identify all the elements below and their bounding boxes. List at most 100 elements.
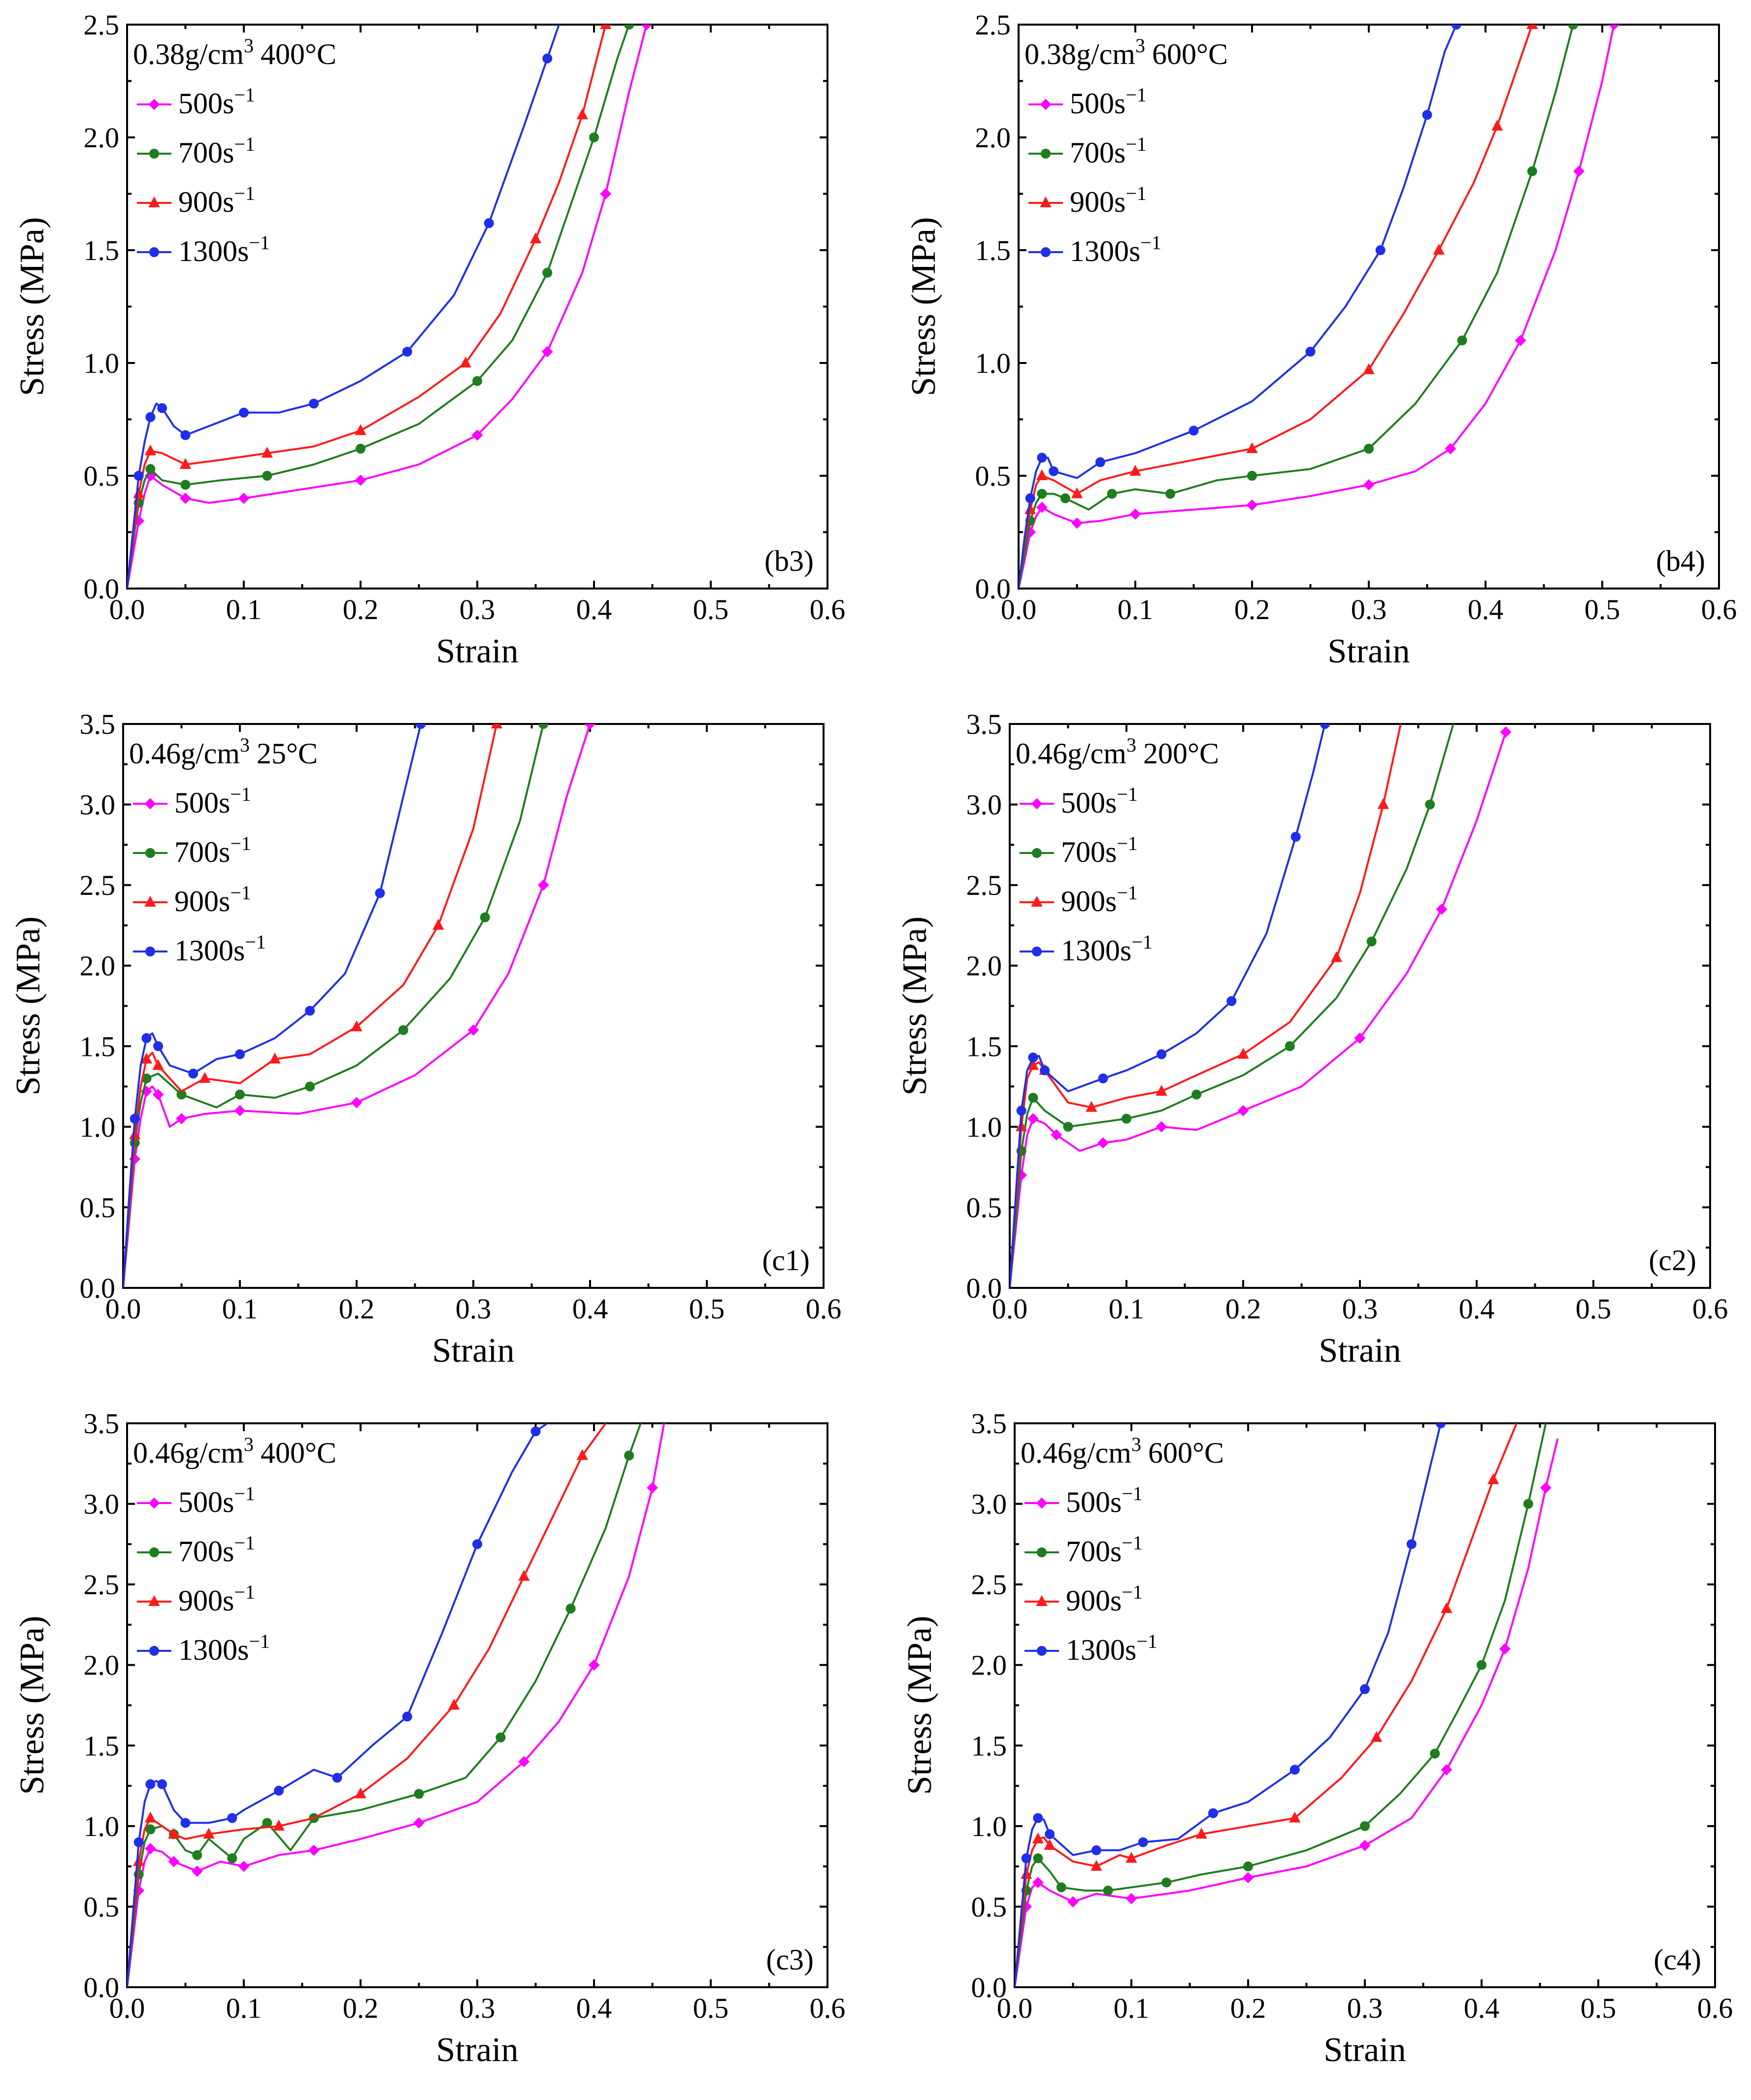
curves	[127, 1423, 665, 1987]
data-point	[269, 1052, 281, 1064]
data-point	[1433, 243, 1445, 255]
y-tick-label: 3.5	[966, 708, 1002, 740]
legend-label-1300: 1300s−1	[178, 1630, 270, 1666]
legend-label-700: 700s−1	[174, 832, 251, 868]
data-point	[157, 1779, 167, 1789]
data-point	[1354, 1032, 1366, 1044]
data-point	[472, 376, 482, 386]
data-point	[1499, 1643, 1511, 1655]
legend-marker-900	[148, 196, 160, 207]
y-tick-label: 1.5	[80, 1030, 116, 1062]
data-point	[168, 1856, 180, 1868]
condition-label: 0.46g/cm3 400°C	[133, 1433, 336, 1469]
y-tick-label: 2.5	[975, 9, 1011, 41]
x-axis-label: Strain	[1319, 1332, 1401, 1370]
data-point	[529, 232, 542, 244]
legend-marker-1300	[145, 947, 155, 956]
y-tick-label: 1.0	[971, 1810, 1007, 1842]
series-line-500	[1015, 1438, 1559, 1987]
condition-label: 0.46g/cm3 25°C	[129, 734, 318, 770]
data-point	[600, 25, 612, 29]
data-point	[273, 1819, 285, 1831]
data-point	[1036, 469, 1048, 480]
series-line-900	[127, 1423, 607, 1987]
legend-marker-700	[149, 1547, 159, 1557]
x-tick-label: 0.1	[226, 593, 262, 625]
y-tick-label: 1.0	[80, 1111, 116, 1143]
data-point	[1044, 1838, 1056, 1850]
data-point	[416, 724, 426, 729]
data-point	[180, 430, 191, 440]
y-tick-label: 0.0	[971, 1971, 1007, 2003]
data-point	[1025, 493, 1035, 503]
legend-label-700: 700s−1	[1066, 1532, 1143, 1568]
y-tick-label: 0.5	[84, 1891, 120, 1923]
data-point	[129, 1128, 141, 1140]
y-tick-label: 1.5	[975, 234, 1011, 266]
data-point	[238, 1861, 250, 1872]
data-point	[356, 444, 365, 454]
x-tick-label: 0.4	[572, 1293, 608, 1325]
data-point	[1285, 1041, 1295, 1051]
data-point	[1191, 1089, 1202, 1100]
data-point	[1608, 25, 1620, 31]
x-tick-label: 0.4	[576, 593, 612, 625]
legend-marker-500	[148, 1497, 160, 1509]
data-point	[413, 1817, 425, 1829]
x-axis-label: Strain	[436, 632, 518, 670]
legend-marker-900	[144, 895, 156, 907]
data-point	[1037, 489, 1047, 499]
data-point	[1237, 1105, 1249, 1116]
data-point	[467, 1024, 479, 1036]
y-tick-label: 1.0	[975, 347, 1011, 379]
legend-marker-700	[149, 149, 159, 159]
data-point	[145, 412, 156, 422]
data-point	[1016, 1120, 1027, 1131]
data-point	[1051, 1129, 1062, 1141]
data-point	[1226, 996, 1237, 1006]
data-point	[1021, 1853, 1031, 1864]
data-point	[1360, 1684, 1370, 1694]
x-tick-label: 0.1	[226, 1992, 262, 2024]
y-tick-label: 2.5	[84, 1569, 120, 1601]
data-point	[496, 1732, 506, 1742]
y-tick-label: 0.0	[84, 1971, 120, 2003]
data-point	[1067, 1896, 1079, 1908]
y-tick-label: 2.0	[971, 1649, 1007, 1681]
legend-label-500: 500s−1	[178, 1482, 255, 1518]
y-tick-label: 2.0	[80, 950, 116, 982]
data-point	[1156, 1084, 1167, 1096]
data-point	[398, 1025, 408, 1035]
y-tick-label: 1.5	[84, 234, 120, 266]
y-tick-label: 2.5	[80, 869, 116, 901]
data-point	[1515, 334, 1526, 346]
series-line-500	[123, 724, 591, 1288]
data-point	[176, 1113, 187, 1124]
x-tick-label: 0.4	[1468, 593, 1504, 625]
x-tick-label: 0.2	[1234, 593, 1270, 625]
legend-label-1300: 1300s−1	[1066, 1630, 1157, 1666]
y-axis-label: Stress (MPa)	[905, 217, 943, 396]
legend-label-500: 500s−1	[1061, 783, 1138, 819]
x-tick-label: 0.0	[109, 593, 145, 625]
panel-id-label: (b4)	[1656, 545, 1705, 577]
series-line-1300	[1019, 25, 1457, 589]
series-line-700	[1010, 724, 1454, 1288]
legend-marker-700	[1037, 1547, 1047, 1557]
data-point	[188, 1068, 198, 1079]
legend-marker-1300	[149, 1646, 159, 1656]
data-point	[305, 1082, 315, 1092]
data-point	[262, 471, 272, 481]
data-point	[1063, 1121, 1073, 1132]
data-point	[1406, 1539, 1417, 1549]
data-point	[624, 1450, 634, 1461]
data-point	[1436, 903, 1448, 915]
data-point	[274, 1785, 284, 1796]
data-point	[1436, 1423, 1446, 1428]
x-tick-label: 0.6	[1692, 1293, 1728, 1325]
panel-id-label: (c4)	[1653, 1943, 1701, 1976]
curves	[1015, 1423, 1559, 1987]
data-point	[1098, 1073, 1108, 1083]
data-point	[180, 480, 191, 490]
